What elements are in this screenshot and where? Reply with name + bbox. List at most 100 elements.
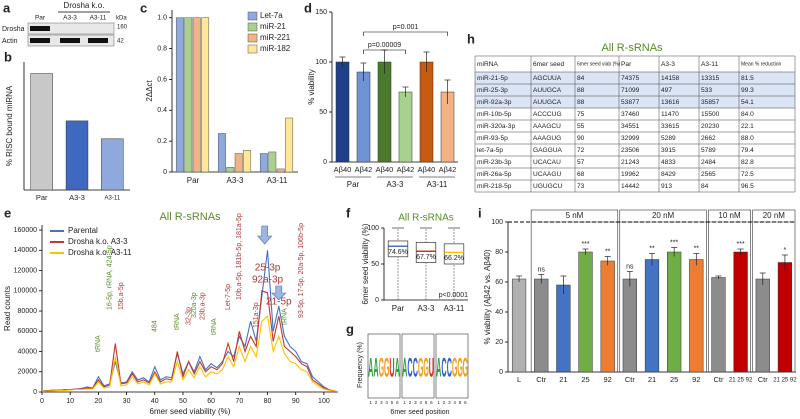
- y-tick-label: 100000: [14, 288, 37, 295]
- x-tick-label: A3-11: [105, 196, 121, 202]
- table-cell: 84: [577, 75, 585, 82]
- x-tick-label: Ctr: [536, 375, 547, 384]
- y-tick-label: 80: [495, 249, 503, 256]
- logo-letter: G: [452, 353, 458, 383]
- y-tick-label: 40: [495, 309, 503, 316]
- panel-label: a: [3, 0, 11, 15]
- bar: [285, 117, 294, 173]
- bar: [689, 259, 704, 373]
- bar: [175, 17, 184, 173]
- x-tick-label: 3: [380, 400, 383, 405]
- x-tick-label: Par: [187, 176, 200, 185]
- bar: [30, 73, 53, 191]
- table-cell: 2484: [701, 159, 716, 166]
- bar: [259, 153, 268, 173]
- panel-label: d: [304, 0, 312, 15]
- table-cell: 84.0: [741, 111, 754, 118]
- table-cell: 11470: [661, 111, 679, 118]
- x-tick-label: 3: [414, 400, 417, 405]
- x-tick-label: 5: [391, 400, 394, 405]
- x-tick-label: 5: [425, 400, 428, 405]
- table-cell: 32999: [621, 135, 640, 142]
- logo-letter: U: [389, 353, 394, 383]
- group-frame: [708, 209, 751, 373]
- bar: [192, 17, 201, 173]
- x-tick-label: A3-3: [418, 304, 435, 313]
- table-cell: miR-23b-3p: [477, 159, 512, 166]
- x-tick-label: Ctr: [625, 375, 636, 384]
- chart-title: All R-sRNAs: [398, 213, 454, 224]
- x-tick-label: A3-11: [444, 304, 465, 313]
- significance: **: [605, 248, 611, 255]
- logo-frame: [435, 333, 469, 399]
- table-cell: 54.1: [741, 99, 754, 106]
- bar: [600, 260, 615, 373]
- table-cell: AGCUUA: [533, 75, 562, 82]
- table-cell: 34551: [621, 123, 640, 130]
- table-header: Mean % reduction: [741, 61, 782, 67]
- annotation: 23b,a-3p: [200, 292, 207, 320]
- table-cell: UGUGCU: [533, 183, 563, 190]
- table-cell: miR-218-5p: [477, 183, 512, 190]
- table-cell: AAAGCU: [533, 123, 561, 130]
- x-tick-label: Par: [392, 304, 405, 313]
- significance: *: [784, 247, 787, 254]
- table-cell: 22.1: [741, 123, 754, 130]
- y-axis-label: % viability: [307, 69, 316, 105]
- logo-frame: [401, 333, 435, 399]
- x-tick-label: 30: [123, 398, 131, 405]
- table-cell: 88: [577, 99, 585, 106]
- table-cell: 2662: [701, 135, 716, 142]
- table-cell: 74375: [621, 75, 640, 82]
- group-frame: [530, 209, 619, 373]
- panel-label: c: [140, 0, 147, 15]
- table-cell: 72: [577, 147, 585, 154]
- table-cell: 23506: [621, 147, 640, 154]
- legend-swatch: [247, 33, 258, 43]
- logo-letter: G: [463, 353, 469, 383]
- significance: ns: [538, 266, 546, 273]
- table-cell: 5289: [661, 135, 676, 142]
- bracket: [363, 49, 406, 54]
- row-highlight: [475, 96, 795, 108]
- significance: ***: [581, 241, 589, 248]
- x-tick-label: Aβ40: [376, 165, 394, 174]
- table-cell: GAGGUA: [533, 147, 563, 154]
- y-axis-label: % viability (Aβ42 vs. Aβ40): [483, 249, 492, 344]
- bar: [644, 259, 660, 373]
- bar: [622, 278, 637, 373]
- x-axis-label: 6mer seed position: [390, 409, 449, 416]
- table-cell: 84: [701, 183, 709, 190]
- x-tick-label: Ctr: [713, 375, 724, 384]
- x-tick-label: 2: [409, 400, 412, 405]
- x-tick-label: 10: [66, 398, 74, 405]
- table-cell: 81.5: [741, 75, 754, 82]
- x-tick-label: 70: [235, 398, 243, 405]
- table-cell: 20230: [701, 123, 720, 130]
- legend-swatch: [247, 44, 258, 54]
- table-cell: 13616: [661, 99, 680, 106]
- table-cell: 15500: [701, 111, 720, 118]
- annotation: p<0.0001: [439, 292, 468, 299]
- annotation: Let-7-5p: [225, 284, 232, 310]
- logo-letter: C: [441, 353, 446, 383]
- panel-label: f: [346, 205, 351, 220]
- x-tick-label: Par: [36, 193, 48, 202]
- legend-label: Drosha k.o. A3-11: [68, 248, 132, 257]
- table-cell: miR-25-3p: [477, 87, 508, 94]
- panel-label: b: [4, 49, 12, 64]
- annotation: tRNA: [174, 313, 181, 330]
- logo-letter: A: [368, 353, 373, 383]
- x-tick-label: 2: [443, 400, 446, 405]
- x-tick-label: 21: [648, 375, 656, 384]
- band: [60, 38, 80, 43]
- y-tick-label: 0.2: [157, 138, 167, 145]
- y-tick-label: 50: [319, 109, 327, 116]
- blot-membrane: [27, 22, 115, 35]
- bar: [667, 251, 682, 373]
- table-cell: AAAGUG: [533, 135, 561, 142]
- bar: [534, 278, 549, 373]
- annotation: tRNA: [281, 308, 288, 325]
- panel-label: e: [4, 205, 11, 220]
- bar: [234, 153, 243, 173]
